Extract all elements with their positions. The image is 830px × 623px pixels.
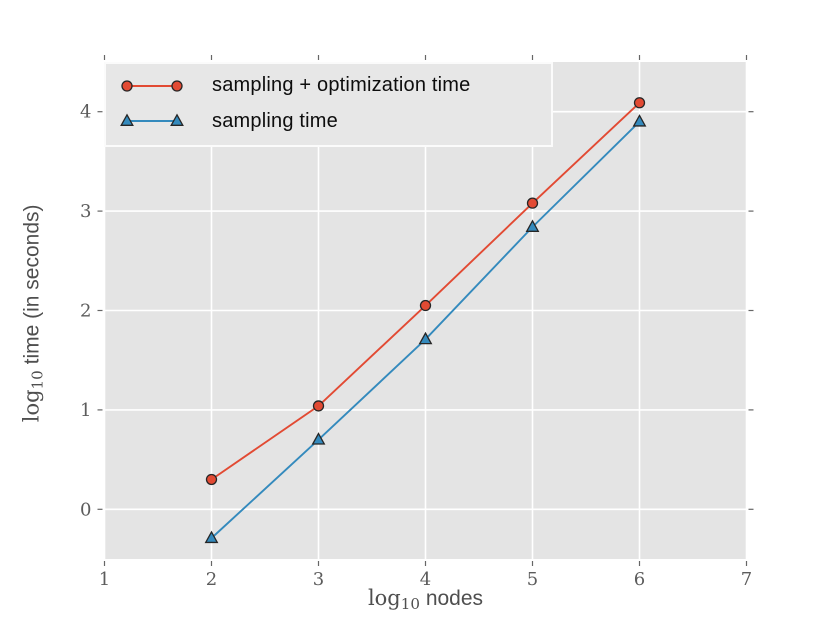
legend-label: sampling + optimization time	[212, 74, 471, 97]
legend-entry-sampling[interactable]: sampling time	[118, 104, 551, 140]
x-tick-label: 3	[313, 569, 324, 590]
data-point-marker[interactable]	[121, 80, 133, 92]
data-point-marker[interactable]	[170, 113, 184, 127]
x-axis-label: log10 nodes	[367, 586, 484, 613]
data-point-marker[interactable]	[171, 80, 183, 92]
data-point-marker[interactable]	[526, 197, 539, 209]
legend-glyph-red-circles-icon	[121, 80, 183, 92]
y-tick-label: 0	[80, 499, 91, 520]
x-tick-label: 1	[99, 569, 110, 590]
data-point-marker[interactable]	[632, 114, 647, 127]
x-tick-label: 4	[420, 569, 431, 590]
x-tick-label: 6	[634, 569, 645, 590]
y-tick-label: 2	[80, 301, 91, 322]
y-tick-label: 3	[80, 201, 91, 222]
y-axis-label: log10 time (in seconds)	[19, 204, 47, 423]
x-tick-label: 5	[527, 569, 538, 590]
y-tick-label: 1	[80, 400, 91, 421]
x-tick-label: 2	[206, 569, 217, 590]
data-point-marker[interactable]	[205, 473, 218, 486]
data-point-marker[interactable]	[311, 432, 326, 445]
x-tick-label: 7	[741, 569, 752, 590]
data-point-marker[interactable]	[418, 331, 433, 345]
data-point-marker[interactable]	[312, 400, 325, 412]
legend-entry-sampling-optimization[interactable]: sampling + optimization time	[118, 68, 551, 104]
legend: sampling + optimization time sampling ti…	[104, 62, 553, 147]
y-tick-label: 4	[80, 102, 91, 123]
data-point-marker[interactable]	[525, 219, 540, 232]
data-point-marker[interactable]	[419, 299, 432, 312]
data-point-marker[interactable]	[120, 113, 134, 127]
legend-glyph-blue-triangles-icon	[120, 113, 184, 127]
data-point-marker[interactable]	[633, 97, 646, 109]
data-point-marker[interactable]	[204, 530, 219, 544]
legend-label: sampling time	[212, 109, 338, 132]
